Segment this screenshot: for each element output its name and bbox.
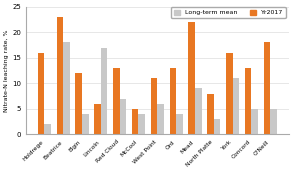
- Bar: [195, 88, 202, 135]
- Bar: [44, 124, 51, 135]
- Bar: [207, 94, 214, 135]
- Bar: [113, 68, 120, 135]
- Legend: Long-term mean, Yr2017: Long-term mean, Yr2017: [171, 7, 286, 18]
- Y-axis label: Nitrate-N leaching rate, %: Nitrate-N leaching rate, %: [4, 29, 9, 112]
- Bar: [170, 68, 176, 135]
- Bar: [38, 53, 44, 135]
- Bar: [264, 42, 270, 135]
- Bar: [132, 109, 139, 135]
- Bar: [226, 53, 233, 135]
- Bar: [270, 109, 277, 135]
- Bar: [82, 114, 88, 135]
- Bar: [101, 47, 108, 135]
- Bar: [251, 109, 258, 135]
- Bar: [139, 114, 145, 135]
- Bar: [233, 78, 239, 135]
- Bar: [63, 42, 70, 135]
- Bar: [57, 17, 63, 135]
- Bar: [120, 99, 126, 135]
- Bar: [188, 22, 195, 135]
- Bar: [157, 104, 164, 135]
- Bar: [151, 78, 157, 135]
- Bar: [75, 73, 82, 135]
- Bar: [176, 114, 183, 135]
- Bar: [94, 104, 101, 135]
- Bar: [214, 119, 220, 135]
- Bar: [245, 68, 251, 135]
